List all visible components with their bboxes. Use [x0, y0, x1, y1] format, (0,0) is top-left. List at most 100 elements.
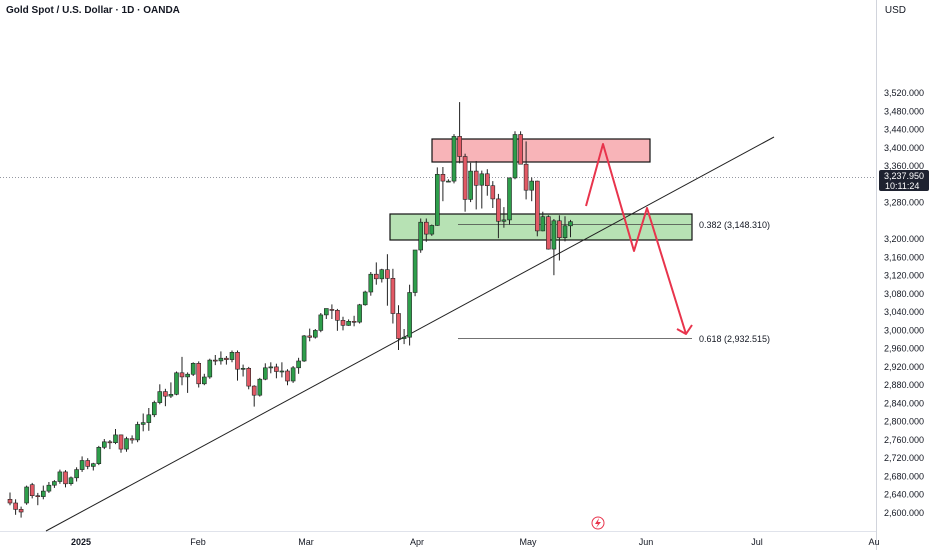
candle-body: [68, 477, 74, 484]
candle-body: [63, 471, 68, 485]
candle-body: [168, 393, 174, 397]
candle: [68, 476, 74, 486]
candle: [85, 458, 90, 470]
price-tick-label: 3,200.000: [884, 234, 924, 244]
candle: [468, 162, 473, 203]
candle-body: [290, 367, 296, 382]
candle-body: [357, 304, 362, 323]
time-tick-label: Mar: [298, 537, 314, 547]
candle-body: [568, 221, 573, 227]
candle-body: [179, 372, 185, 378]
candle: [235, 350, 240, 381]
candle: [429, 224, 435, 236]
candle: [46, 482, 52, 493]
candle-body: [185, 373, 190, 378]
price-tick-label: 2,600.000: [884, 508, 924, 518]
candle: [196, 361, 201, 388]
candle-body: [163, 391, 168, 397]
candle-body: [557, 220, 562, 239]
candle: [268, 362, 274, 374]
candle: [507, 177, 512, 225]
candle-body: [507, 177, 512, 221]
price-tick-label: 2,760.000: [884, 435, 924, 445]
candle-body: [301, 335, 307, 362]
candle: [446, 179, 451, 183]
price-scale[interactable]: 3,520.000 3,480.000 3,440.000 3,400.000 3,36…: [884, 88, 924, 518]
candle-body: [74, 469, 79, 479]
candle: [307, 328, 313, 342]
candle: [551, 219, 557, 276]
candle-body: [218, 357, 224, 362]
candle-body: [174, 372, 179, 395]
candle-body: [24, 486, 29, 504]
candle: [18, 506, 24, 518]
candle: [423, 218, 429, 242]
candle: [418, 218, 424, 253]
candle: [512, 131, 518, 180]
candle: [107, 440, 113, 450]
candle-body: [473, 170, 479, 186]
price-tick-label: 3,360.000: [884, 161, 924, 171]
candle-body: [140, 422, 146, 425]
candle: [52, 480, 57, 488]
candle: [379, 268, 385, 283]
candle: [301, 335, 307, 362]
candle: [407, 284, 412, 346]
candle: [185, 372, 190, 393]
candle-body: [13, 502, 18, 510]
candle-body: [91, 463, 96, 467]
candle-body: [479, 173, 485, 186]
candle: [490, 181, 496, 208]
candle-body: [18, 508, 24, 513]
candle-body: [462, 156, 468, 200]
candle: [451, 134, 457, 184]
candle: [440, 167, 446, 202]
candle: [557, 215, 562, 261]
candle: [473, 161, 479, 210]
time-scale[interactable]: 2025 Feb Mar Apr May Jun Jul Au: [71, 537, 880, 547]
candle: [518, 131, 523, 165]
candle: [179, 356, 185, 386]
projection-arrowhead: [676, 324, 693, 335]
candle: [146, 408, 152, 431]
candle-body: [146, 414, 152, 423]
candle: [240, 364, 246, 377]
candle-body: [396, 313, 401, 339]
candle: [529, 177, 535, 202]
candle: [262, 363, 268, 381]
price-tick-label: 2,960.000: [884, 344, 924, 354]
candle-body: [85, 460, 90, 467]
candle-body: [57, 471, 63, 482]
candle-body: [246, 367, 251, 387]
candle: [279, 362, 285, 378]
candle-body: [7, 498, 13, 504]
candle: [385, 254, 390, 306]
candle-body: [446, 180, 451, 183]
candle: [24, 485, 29, 505]
price-tick-label: 2,680.000: [884, 472, 924, 482]
price-tick-label: 2,880.000: [884, 380, 924, 390]
candle: [412, 249, 418, 297]
candle: [129, 435, 135, 444]
candle: [35, 492, 41, 506]
time-tick-label: Apr: [410, 537, 424, 547]
fib-0382-label: 0.382 (3,148.310): [699, 220, 770, 230]
candle: [534, 180, 540, 237]
candle: [274, 363, 279, 379]
time-tick-label: Feb: [190, 537, 206, 547]
candle-body: [518, 134, 523, 165]
candle: [362, 290, 368, 306]
candle: [457, 102, 462, 164]
candle: [312, 329, 318, 339]
candle-body: [523, 163, 529, 191]
candle: [96, 445, 102, 466]
candle-body: [346, 320, 351, 326]
candle: [102, 439, 107, 450]
candle-body: [451, 136, 457, 182]
candle: [40, 485, 46, 500]
price-tick-label: 3,400.000: [884, 143, 924, 153]
candle-body: [373, 273, 379, 280]
candle: [540, 211, 546, 232]
lightning-icon[interactable]: [591, 516, 605, 530]
